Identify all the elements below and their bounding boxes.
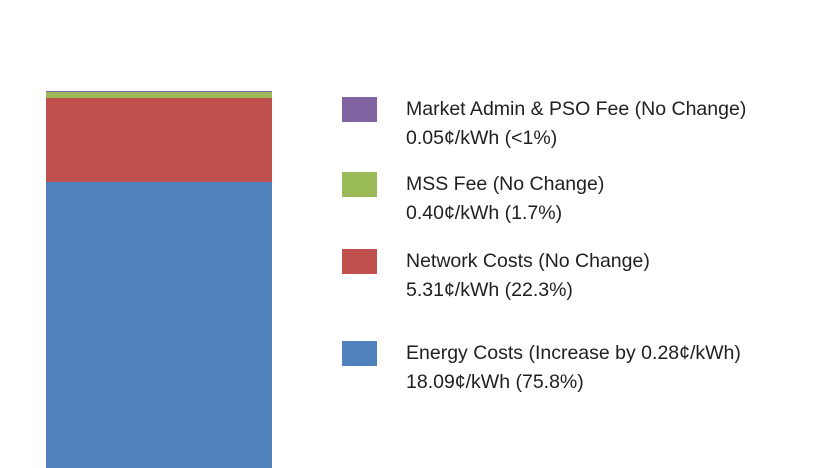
legend-label: MSS Fee (No Change) 0.40¢/kWh (1.7%) bbox=[406, 170, 604, 228]
legend-series-name: Market Admin & PSO Fee (No Change) bbox=[406, 98, 747, 120]
legend-swatch bbox=[342, 97, 377, 122]
legend-label: Energy Costs (Increase by 0.28¢/kWh) 18.0… bbox=[406, 339, 741, 397]
legend-item-2: MSS Fee (No Change) 0.40¢/kWh (1.7%) bbox=[342, 172, 822, 224]
bar-segment-0 bbox=[46, 182, 272, 468]
legend-swatch bbox=[342, 341, 377, 366]
legend-swatch bbox=[342, 249, 377, 274]
bar-segment-2 bbox=[46, 92, 272, 98]
legend-value-label: 0.05¢/kWh (<1%) bbox=[406, 127, 558, 149]
legend-swatch bbox=[342, 172, 377, 197]
legend-value-label: 0.40¢/kWh (1.7%) bbox=[406, 202, 563, 224]
legend-item-1: Network Costs (No Change) 5.31¢/kWh (22.3… bbox=[342, 249, 822, 301]
legend-series-name: Network Costs (No Change) bbox=[406, 250, 650, 272]
legend-label: Market Admin & PSO Fee (No Change) 0.05¢/… bbox=[406, 95, 746, 153]
legend-item-3: Market Admin & PSO Fee (No Change) 0.05¢/… bbox=[342, 97, 822, 149]
legend-series-name: MSS Fee (No Change) bbox=[406, 173, 605, 195]
legend-item-0: Energy Costs (Increase by 0.28¢/kWh) 18.0… bbox=[342, 341, 822, 393]
bar-segment-1 bbox=[46, 98, 272, 182]
legend-value-label: 5.31¢/kWh (22.3%) bbox=[406, 279, 573, 301]
legend-value-label: 18.09¢/kWh (75.8%) bbox=[406, 371, 584, 393]
bar-segment-3 bbox=[46, 91, 272, 92]
legend-label: Network Costs (No Change) 5.31¢/kWh (22.3… bbox=[406, 247, 650, 305]
legend-series-name: Energy Costs (Increase by 0.28¢/kWh) bbox=[406, 342, 741, 364]
